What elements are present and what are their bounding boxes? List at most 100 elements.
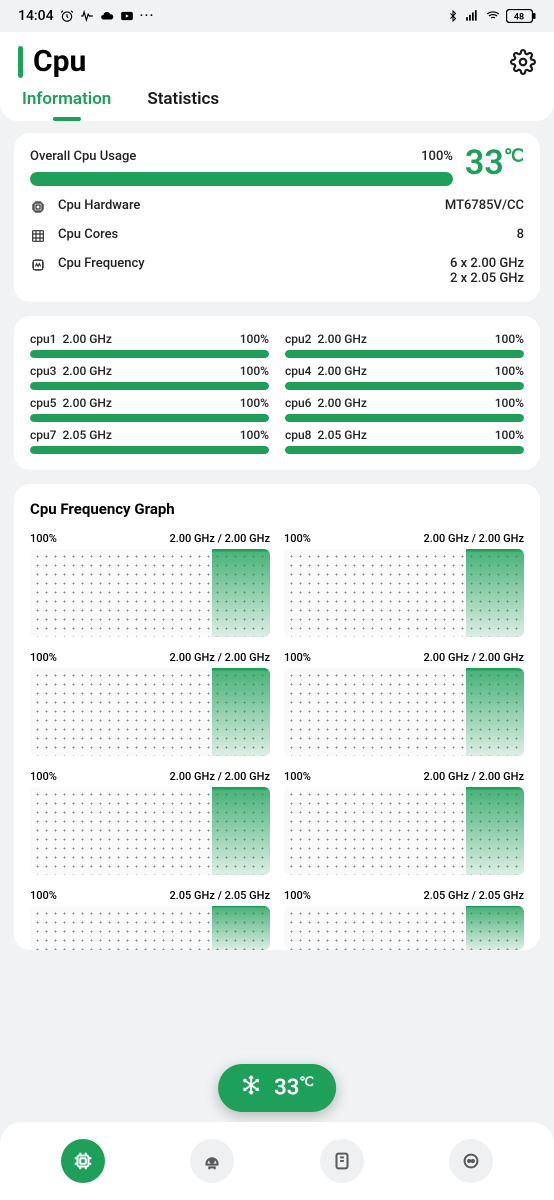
temperature: 33℃	[465, 143, 524, 183]
nav-icon	[72, 1150, 94, 1172]
cpu-row: cpu4 2.00 GHz100%	[285, 364, 524, 390]
chart-pct: 100%	[284, 889, 311, 902]
mini-chart-fill	[466, 549, 524, 637]
mini-chart	[30, 906, 270, 950]
mini-chart-fill	[466, 668, 524, 756]
chart-pct: 100%	[284, 770, 311, 783]
spec-label: Cpu Cores	[58, 227, 505, 242]
overall-bar-fill	[30, 172, 453, 186]
chart-pct: 100%	[30, 532, 57, 545]
tab-statistics[interactable]: Statistics	[147, 89, 219, 121]
status-bar: 14:04 ··· 48	[0, 0, 554, 32]
signal-icon	[464, 9, 480, 23]
cpu-name: cpu7 2.05 GHz	[30, 428, 112, 442]
wifi-icon	[485, 9, 501, 23]
chart-pct: 100%	[30, 889, 57, 902]
nav-gpu-tab[interactable]	[190, 1139, 234, 1183]
battery-icon: 48	[506, 9, 536, 23]
overall-bar	[30, 172, 453, 186]
youtube-icon	[120, 9, 134, 23]
cpu-bar	[30, 446, 269, 454]
mini-chart-fill	[212, 906, 270, 950]
cpu-row: cpu5 2.00 GHz100%	[30, 396, 269, 422]
snowflake-icon	[240, 1074, 262, 1102]
cpu-name: cpu3 2.00 GHz	[30, 364, 112, 378]
bottom-nav	[0, 1122, 554, 1200]
mini-chart	[30, 549, 270, 637]
nav-icon	[201, 1150, 223, 1172]
mini-chart	[30, 787, 270, 875]
nav-cpu-tab[interactable]	[61, 1139, 105, 1183]
cpu-bar-fill	[30, 382, 269, 390]
chart-range: 2.00 GHz / 2.00 GHz	[169, 651, 270, 664]
mini-chart	[284, 787, 524, 875]
nav-icon	[460, 1150, 482, 1172]
chart-pct: 100%	[30, 770, 57, 783]
overall-card: Overall Cpu Usage 100% 33℃ Cpu HardwareM…	[14, 133, 540, 302]
cpu-bar	[30, 414, 269, 422]
cloud-icon	[100, 9, 114, 23]
cpu-name: cpu5 2.00 GHz	[30, 396, 112, 410]
status-time: 14:04	[18, 8, 54, 24]
spec-label: Cpu Frequency	[58, 256, 438, 271]
cpu-pct: 100%	[240, 332, 269, 346]
cpu-bar	[285, 382, 524, 390]
cpu-bar-fill	[30, 414, 269, 422]
cpu-bar	[30, 350, 269, 358]
cpu-pct: 100%	[240, 428, 269, 442]
mini-chart-fill	[466, 787, 524, 875]
cpu-bar	[285, 446, 524, 454]
pill-temp: 33℃	[274, 1075, 314, 1100]
more-icon: ···	[140, 8, 155, 24]
cpu-bar-fill	[30, 446, 269, 454]
title-accent-bar	[18, 46, 23, 78]
tabs: Information Statistics	[18, 89, 536, 121]
spec-label: Cpu Hardware	[58, 198, 433, 213]
spec-value: 8	[517, 227, 524, 242]
freq-mini-chart: 100% 2.00 GHz / 2.00 GHz	[284, 770, 524, 875]
spec-value: 6 x 2.00 GHz2 x 2.05 GHz	[450, 256, 524, 286]
freq-mini-chart: 100%2.00 GHz / 2.00 GHz	[30, 770, 270, 875]
alarm-icon	[60, 9, 74, 23]
freq-graph-title: Cpu Frequency Graph	[30, 500, 524, 518]
cpu-pct: 100%	[495, 364, 524, 378]
overall-pct: 100%	[421, 149, 453, 164]
settings-button[interactable]	[510, 49, 536, 75]
mini-chart-fill	[212, 787, 270, 875]
chart-range: 2.05 GHz / 2.05 GHz	[423, 889, 524, 902]
nav-info-tab[interactable]	[449, 1139, 493, 1183]
freq-mini-chart: 100% 2.00 GHz / 2.00 GHz	[30, 651, 270, 756]
chart-pct: 100%	[30, 651, 57, 664]
grid-icon	[30, 228, 46, 244]
cpu-bar-fill	[285, 350, 524, 358]
temperature-pill[interactable]: 33℃	[218, 1064, 336, 1112]
cpu-bar	[285, 350, 524, 358]
cpu-pct: 100%	[495, 332, 524, 346]
cpu-name: cpu1 2.00 GHz	[30, 332, 112, 346]
header: Cpu Information Statistics	[0, 32, 554, 121]
waveform-icon	[80, 9, 94, 23]
chart-range: 2.05 GHz / 2.05 GHz	[169, 889, 270, 902]
overall-label: Overall Cpu Usage	[30, 149, 136, 164]
freq-mini-chart: 100%2.00 GHz / 2.00 GHz	[30, 532, 270, 637]
freq-mini-chart: 100% 2.05 GHz / 2.05 GHz	[30, 889, 270, 950]
nav-ram-tab[interactable]	[320, 1139, 364, 1183]
specs-list: Cpu HardwareMT6785V/CC Cpu Cores 8 Cpu Freq…	[30, 198, 524, 286]
spec-row: Cpu HardwareMT6785V/CC	[30, 198, 524, 215]
cpu-bar-fill	[285, 382, 524, 390]
tab-information[interactable]: Information	[22, 89, 111, 121]
cpu-row: cpu1 2.00 GHz 100%	[30, 332, 269, 358]
mini-chart	[30, 668, 270, 756]
mini-chart-fill	[466, 906, 524, 950]
cpu-name: cpu6 2.00 GHz	[285, 396, 367, 410]
cpu-row: cpu6 2.00 GHz 100%	[285, 396, 524, 422]
chart-range: 2.00 GHz / 2.00 GHz	[423, 770, 524, 783]
cpu-bar-fill	[285, 414, 524, 422]
mini-chart	[284, 549, 524, 637]
mini-chart	[284, 906, 524, 950]
page-title: Cpu	[33, 44, 86, 79]
chart-pct: 100%	[284, 651, 311, 664]
chart-pct: 100%	[284, 532, 311, 545]
cpu-pct: 100%	[495, 396, 524, 410]
freq-icon	[30, 257, 46, 273]
